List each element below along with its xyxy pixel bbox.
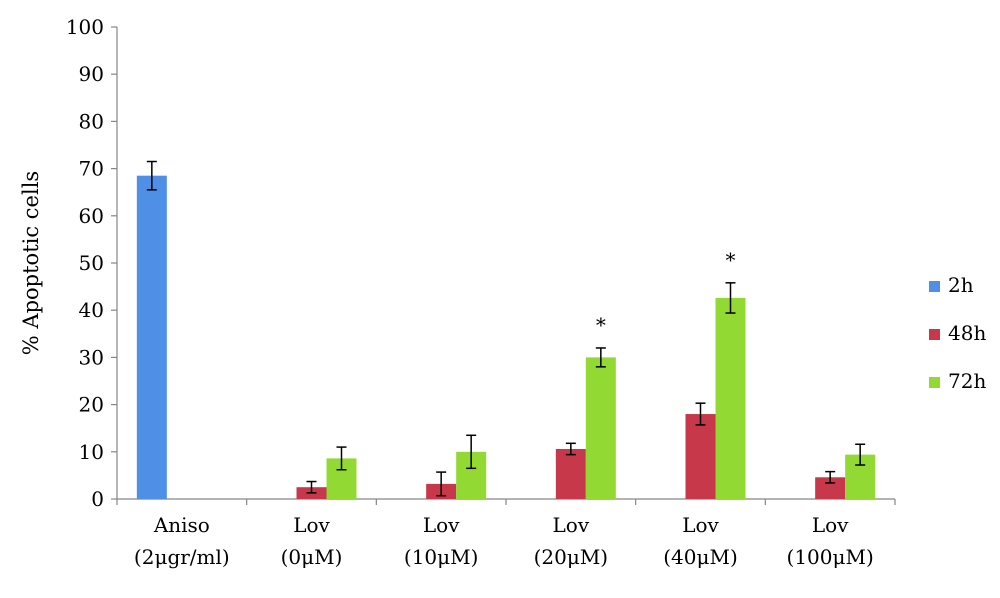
- x-tick-label: Aniso: [153, 513, 210, 537]
- legend: 2h 48h 72h: [929, 273, 986, 393]
- y-axis-title: % Apoptotic cells: [19, 171, 43, 355]
- y-tick-label: 70: [79, 157, 104, 181]
- x-tick-label: Lov: [682, 513, 719, 537]
- significance-asterisk: *: [726, 248, 736, 272]
- annotations: **: [596, 248, 736, 337]
- legend-label-72h: 72h: [948, 369, 986, 393]
- x-tick-label: Lov: [553, 513, 590, 537]
- x-tick-label: Lov: [293, 513, 330, 537]
- bar-48h-3: [555, 448, 586, 499]
- y-tick-label: 0: [91, 487, 104, 511]
- y-tick-label: 80: [79, 109, 104, 133]
- x-tick-label: (10μM): [404, 545, 479, 569]
- y-tick-label: 10: [79, 440, 104, 464]
- significance-asterisk: *: [596, 313, 606, 337]
- x-tick-label: Lov: [423, 513, 460, 537]
- x-tick-label: (40μM): [663, 545, 738, 569]
- x-tick-label: (20μM): [534, 545, 609, 569]
- y-tick-label: 50: [79, 251, 104, 275]
- bars: [136, 175, 876, 499]
- bar-48h-4: [685, 414, 716, 499]
- y-tick-label: 60: [79, 204, 104, 228]
- y-tick-label: 30: [79, 345, 104, 369]
- x-tick-label: (0μM): [281, 545, 343, 569]
- axes: [111, 26, 896, 505]
- x-tick-label: Lov: [812, 513, 849, 537]
- y-axis-title-group: % Apoptotic cells: [19, 171, 43, 355]
- y-tick-label: 20: [79, 393, 104, 417]
- x-tick-label: (2μgr/ml): [134, 545, 230, 569]
- legend-swatch-72h: [929, 377, 940, 388]
- x-tick-labels: Aniso (2μgr/ml) Lov (0μM) Lov (10μM) Lov (20μM)…: [134, 513, 874, 569]
- error-bars: [146, 160, 866, 497]
- bar-2h-0: [136, 175, 167, 499]
- legend-swatch-2h: [929, 281, 940, 292]
- y-tick-label: 100: [66, 15, 104, 39]
- legend-label-2h: 2h: [948, 273, 974, 297]
- x-tick-label: (100μM): [787, 545, 874, 569]
- y-tick-label: 40: [79, 298, 104, 322]
- bar-72h-3: [585, 357, 616, 499]
- legend-swatch-48h: [929, 329, 940, 340]
- y-tick-label: 90: [79, 62, 104, 86]
- bar-48h-5: [815, 477, 846, 499]
- legend-label-48h: 48h: [948, 321, 986, 345]
- y-tick-labels: 0 10 20 30 40 50 60 70 80 90 100: [66, 15, 104, 511]
- bar-72h-4: [715, 297, 746, 499]
